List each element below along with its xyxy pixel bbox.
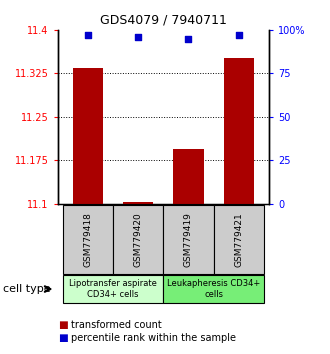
Bar [63,205,113,274]
Bar [113,205,163,274]
Point [186,36,191,41]
Text: cell type: cell type [3,284,51,294]
Text: transformed count: transformed count [71,320,162,330]
Point [136,34,141,40]
Text: GSM779421: GSM779421 [234,212,243,267]
Bar [214,205,264,274]
Text: percentile rank within the sample: percentile rank within the sample [71,333,236,343]
Title: GDS4079 / 7940711: GDS4079 / 7940711 [100,13,227,26]
Bar [123,202,153,204]
Bar [73,68,103,204]
Bar [163,205,214,274]
Text: Leukapheresis CD34+
cells: Leukapheresis CD34+ cells [167,279,260,299]
Bar [63,275,163,303]
Bar [173,149,204,204]
Text: ■: ■ [58,320,68,330]
Text: GSM779420: GSM779420 [134,212,143,267]
Text: Lipotransfer aspirate
CD34+ cells: Lipotransfer aspirate CD34+ cells [69,279,157,299]
Point [236,33,242,38]
Text: ■: ■ [58,333,68,343]
Bar [224,58,254,204]
Point [85,33,90,38]
Text: GSM779419: GSM779419 [184,212,193,267]
Text: GSM779418: GSM779418 [83,212,92,267]
Bar [163,275,264,303]
